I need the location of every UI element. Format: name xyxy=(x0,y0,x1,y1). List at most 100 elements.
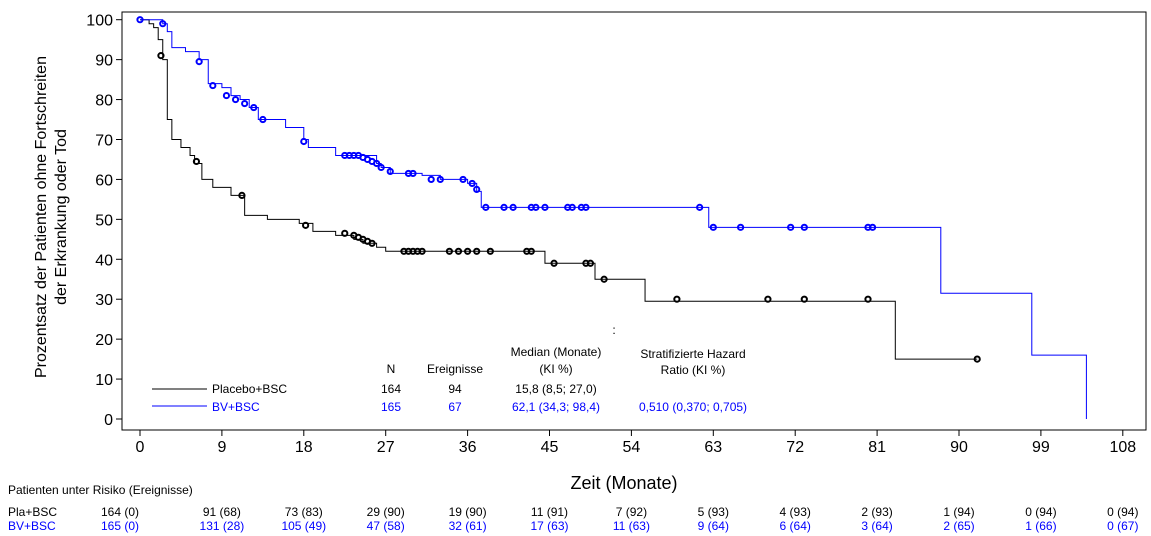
table-header-median-2: (KI %) xyxy=(539,362,572,376)
placebo-censor-mark xyxy=(238,191,246,199)
risk-value: 105 (49) xyxy=(281,519,326,533)
bv-censor-mark xyxy=(500,203,508,211)
y-tick-label: 50 xyxy=(95,212,113,229)
y-axis-label: Prozentsatz der Patienten ohne Fortschre… xyxy=(33,56,70,378)
y-tick-label: 100 xyxy=(86,13,113,30)
risk-value: 73 (83) xyxy=(285,505,323,519)
table-header-hr-2: Ratio (KI %) xyxy=(661,363,726,377)
x-tick-label: 45 xyxy=(541,439,559,456)
risk-value: 91 (68) xyxy=(203,505,241,519)
bv-censor-mark xyxy=(582,203,590,211)
x-tick-label: 108 xyxy=(1109,439,1136,456)
risk-value: 2 (93) xyxy=(861,505,892,519)
placebo-censor-mark xyxy=(454,247,463,255)
risk-value: 2 (65) xyxy=(943,519,974,533)
bv-censor-mark xyxy=(300,137,308,146)
bv-censor-mark xyxy=(541,203,549,211)
bv-censor-mark xyxy=(250,103,258,112)
bv-censor-mark xyxy=(473,185,481,194)
x-tick-label: 36 xyxy=(459,439,477,456)
bv-censor-mark xyxy=(209,81,217,90)
x-tick-label: 63 xyxy=(704,439,722,456)
bv-censor-mark xyxy=(509,203,517,211)
legend-events-bv: 67 xyxy=(448,400,462,414)
risk-value: 4 (93) xyxy=(780,505,811,519)
risk-value: 0 (67) xyxy=(1107,519,1138,533)
risk-value: 3 (64) xyxy=(861,519,892,533)
bv-censor-mark xyxy=(468,179,476,188)
placebo-censor-mark xyxy=(368,239,376,247)
y-tick-label: 80 xyxy=(95,93,113,110)
bv-censor-mark xyxy=(787,223,795,231)
y-tick-label: 20 xyxy=(95,332,113,349)
bv-censor-mark xyxy=(532,203,540,211)
series xyxy=(136,16,1087,419)
y-tick-label: 30 xyxy=(95,292,113,309)
bv-censor-mark xyxy=(231,95,240,104)
bv-censor-mark xyxy=(459,175,467,184)
bv-censor-mark xyxy=(436,175,444,184)
x-tick-label: 54 xyxy=(623,439,641,456)
bv-censor-mark xyxy=(195,58,203,66)
bv-censor-mark xyxy=(377,163,385,172)
bv-censor-mark xyxy=(259,115,267,124)
placebo-censor-mark xyxy=(764,295,772,303)
bv-censor-mark xyxy=(427,175,435,184)
bv-censor-mark xyxy=(868,223,877,231)
bv-censor-mark xyxy=(482,203,490,211)
bv-censor-mark xyxy=(159,20,167,28)
risk-value: 9 (64) xyxy=(698,519,729,533)
risk-row-label: Pla+BSC xyxy=(8,505,57,519)
legend-n-bv: 165 xyxy=(381,400,401,414)
x-tick-label: 0 xyxy=(136,439,145,456)
table-header-hr-1: Stratifizierte Hazard xyxy=(640,347,745,361)
bv-censor-mark xyxy=(409,169,417,178)
risk-table: Pla+BSC 164 (0) 91 (68) 73 (83) 29 (90) 19 (9… xyxy=(8,505,1138,533)
x-tick-label: 99 xyxy=(1032,439,1050,456)
placebo-censor-mark xyxy=(550,259,558,267)
risk-value: 6 (64) xyxy=(780,519,811,533)
plot-frame xyxy=(121,11,1147,431)
legend-label-placebo: Placebo+BSC xyxy=(212,382,287,396)
bv-censor-mark xyxy=(709,223,717,231)
placebo-censor-mark xyxy=(586,259,595,267)
bv-censor-mark xyxy=(241,99,249,108)
risk-table-title: Patienten unter Risiko (Ereignisse) xyxy=(8,483,193,497)
y-axis-label-line2: der Erkrankung oder Tod xyxy=(53,129,70,305)
x-tick-label: 90 xyxy=(950,439,968,456)
risk-value: 164 (0) xyxy=(101,505,139,519)
y-tick-label: 40 xyxy=(95,252,113,269)
placebo-censor-mark xyxy=(418,247,426,255)
legend-n-placebo: 164 xyxy=(381,382,401,396)
placebo-censor-mark xyxy=(445,247,453,255)
placebo-censor-mark xyxy=(973,355,981,363)
placebo-survival-line xyxy=(140,19,978,360)
x-tick-label: 27 xyxy=(377,439,395,456)
risk-value: 7 (92) xyxy=(616,505,647,519)
axes: 0 10 20 30 40 50 60 70 80 90 100 0 9 18 27 36 45 54 63 72 81… xyxy=(86,11,1147,456)
table-header-events: Ereignisse xyxy=(427,362,483,376)
y-tick-label: 0 xyxy=(104,412,113,429)
bv-censor-mark xyxy=(800,223,808,231)
risk-value: 0 (94) xyxy=(1025,505,1056,519)
placebo-censor-mark xyxy=(192,157,201,166)
bv-censor-mark xyxy=(568,203,576,211)
y-axis-label-line1: Prozentsatz der Patienten ohne Fortschre… xyxy=(33,56,50,378)
risk-value: 131 (28) xyxy=(200,519,245,533)
legend-median-bv: 62,1 (34,3; 98,4) xyxy=(512,400,600,414)
placebo-censor-mark xyxy=(473,247,481,255)
placebo-censor-mark xyxy=(486,247,494,255)
risk-value: 1 (94) xyxy=(943,505,974,519)
table-header-median-1: Median (Monate) xyxy=(511,345,602,359)
placebo-censor-mark xyxy=(341,229,349,237)
risk-value: 165 (0) xyxy=(101,519,139,533)
placebo-censor-mark xyxy=(864,295,872,303)
placebo-censor-mark xyxy=(800,295,808,303)
placebo-censor-mark xyxy=(600,275,608,283)
risk-value: 29 (90) xyxy=(367,505,405,519)
risk-value: 11 (63) xyxy=(613,519,650,533)
x-tick-label: 18 xyxy=(295,439,313,456)
bv-censor-mark xyxy=(696,203,704,211)
bv-censor-mark xyxy=(737,223,745,231)
